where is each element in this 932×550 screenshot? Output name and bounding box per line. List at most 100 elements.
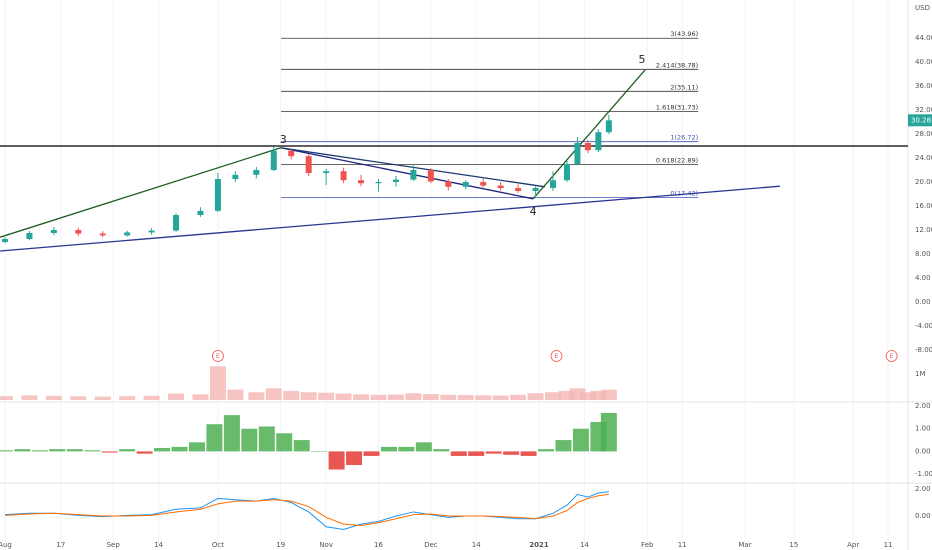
bar — [433, 449, 450, 452]
bar — [188, 442, 205, 452]
x-tick-label: Aug — [0, 541, 12, 549]
candle-body — [605, 120, 612, 133]
candle-body — [26, 233, 33, 240]
bar — [276, 433, 293, 452]
bar — [70, 396, 87, 400]
y-tick-label: 2.00 — [915, 485, 931, 493]
bar — [206, 424, 223, 452]
bar — [119, 396, 136, 400]
bar — [387, 394, 404, 400]
bar — [223, 415, 240, 452]
bar — [31, 450, 48, 452]
bar — [293, 440, 310, 452]
trendline — [532, 69, 646, 200]
y-tick-label: 0.00 — [915, 447, 931, 455]
bar — [600, 412, 617, 452]
bar — [492, 395, 509, 400]
candle-body — [270, 150, 277, 170]
x-tick-label: 14 — [154, 541, 163, 549]
y-tick-label: -4.00 — [915, 322, 932, 330]
bar — [346, 451, 363, 466]
bar — [0, 450, 13, 452]
indicator-line — [4, 493, 609, 526]
candle-body — [358, 180, 365, 184]
y-tick-label: 44.00 — [915, 34, 932, 42]
bar — [415, 442, 432, 452]
bar — [101, 451, 118, 453]
trendline — [280, 147, 546, 188]
fib-label: 1.618(31.73) — [656, 104, 698, 112]
y-tick-label: 32.00 — [915, 106, 932, 114]
x-tick-label: 19 — [276, 541, 285, 549]
bar — [84, 450, 101, 452]
y-tick-label: 36.00 — [915, 82, 932, 90]
candle-body — [288, 150, 295, 157]
bar — [335, 393, 352, 400]
earnings-marker — [550, 350, 563, 362]
candle-body — [563, 163, 570, 181]
candle-body — [584, 142, 591, 151]
y-tick-label: 1M — [915, 370, 926, 378]
candle-body — [75, 230, 82, 234]
candle-body — [375, 182, 382, 184]
bar — [457, 395, 474, 400]
bar — [241, 428, 258, 452]
bar — [45, 395, 62, 400]
fib-label: 3(43.96) — [670, 30, 698, 38]
bar — [192, 394, 209, 400]
fib-label: 0.618(22.89) — [656, 157, 698, 165]
candle-body — [173, 215, 180, 231]
bar — [248, 392, 265, 400]
bar — [558, 390, 575, 400]
trendline — [0, 185, 780, 252]
x-tick-label: Apr — [847, 541, 859, 549]
y-tick-label: -1.00 — [915, 470, 932, 478]
candle-body — [445, 181, 452, 187]
fib-label: 1(26.72) — [670, 134, 698, 142]
candle-body — [462, 182, 469, 187]
bar — [450, 451, 467, 456]
y-tick-label: 1.00 — [915, 425, 931, 433]
bar — [258, 426, 275, 452]
bar — [265, 388, 282, 400]
candle-body — [305, 156, 312, 173]
bar — [328, 451, 345, 470]
bar — [405, 393, 422, 400]
bar — [538, 449, 555, 452]
candle-body — [497, 185, 504, 189]
bar — [363, 451, 380, 456]
y-tick-label: 8.00 — [915, 250, 931, 258]
candle-body — [480, 182, 487, 186]
bar — [0, 396, 13, 400]
y-tick-label: 2.00 — [915, 402, 931, 410]
candle-body — [550, 180, 557, 189]
bar — [66, 449, 83, 452]
bar — [283, 390, 300, 400]
candle-body — [340, 171, 347, 181]
candle-body — [148, 230, 155, 233]
bar — [503, 451, 520, 455]
bar — [510, 394, 527, 400]
earnings-marker — [212, 350, 224, 362]
y-tick-label: 12.00 — [915, 226, 932, 234]
bar — [168, 393, 185, 400]
x-tick-label: 16 — [374, 541, 383, 549]
x-tick-label: 2021 — [529, 541, 549, 549]
wave-label: 3 — [280, 133, 287, 146]
last-price-tag — [908, 114, 932, 127]
candle-body — [232, 174, 239, 180]
y-tick-label: 4.00 — [915, 274, 931, 282]
y-tick-label: 24.00 — [915, 154, 932, 162]
bar — [380, 446, 397, 452]
bar — [569, 388, 586, 400]
candle-body — [99, 233, 106, 236]
candle-body — [574, 142, 581, 164]
x-tick-label: 17 — [56, 541, 65, 549]
wave-label: 5 — [639, 53, 646, 66]
x-tick-label: Nov — [319, 541, 333, 549]
bar — [353, 394, 370, 400]
x-tick-label: 11 — [884, 541, 893, 549]
bar — [227, 389, 244, 400]
